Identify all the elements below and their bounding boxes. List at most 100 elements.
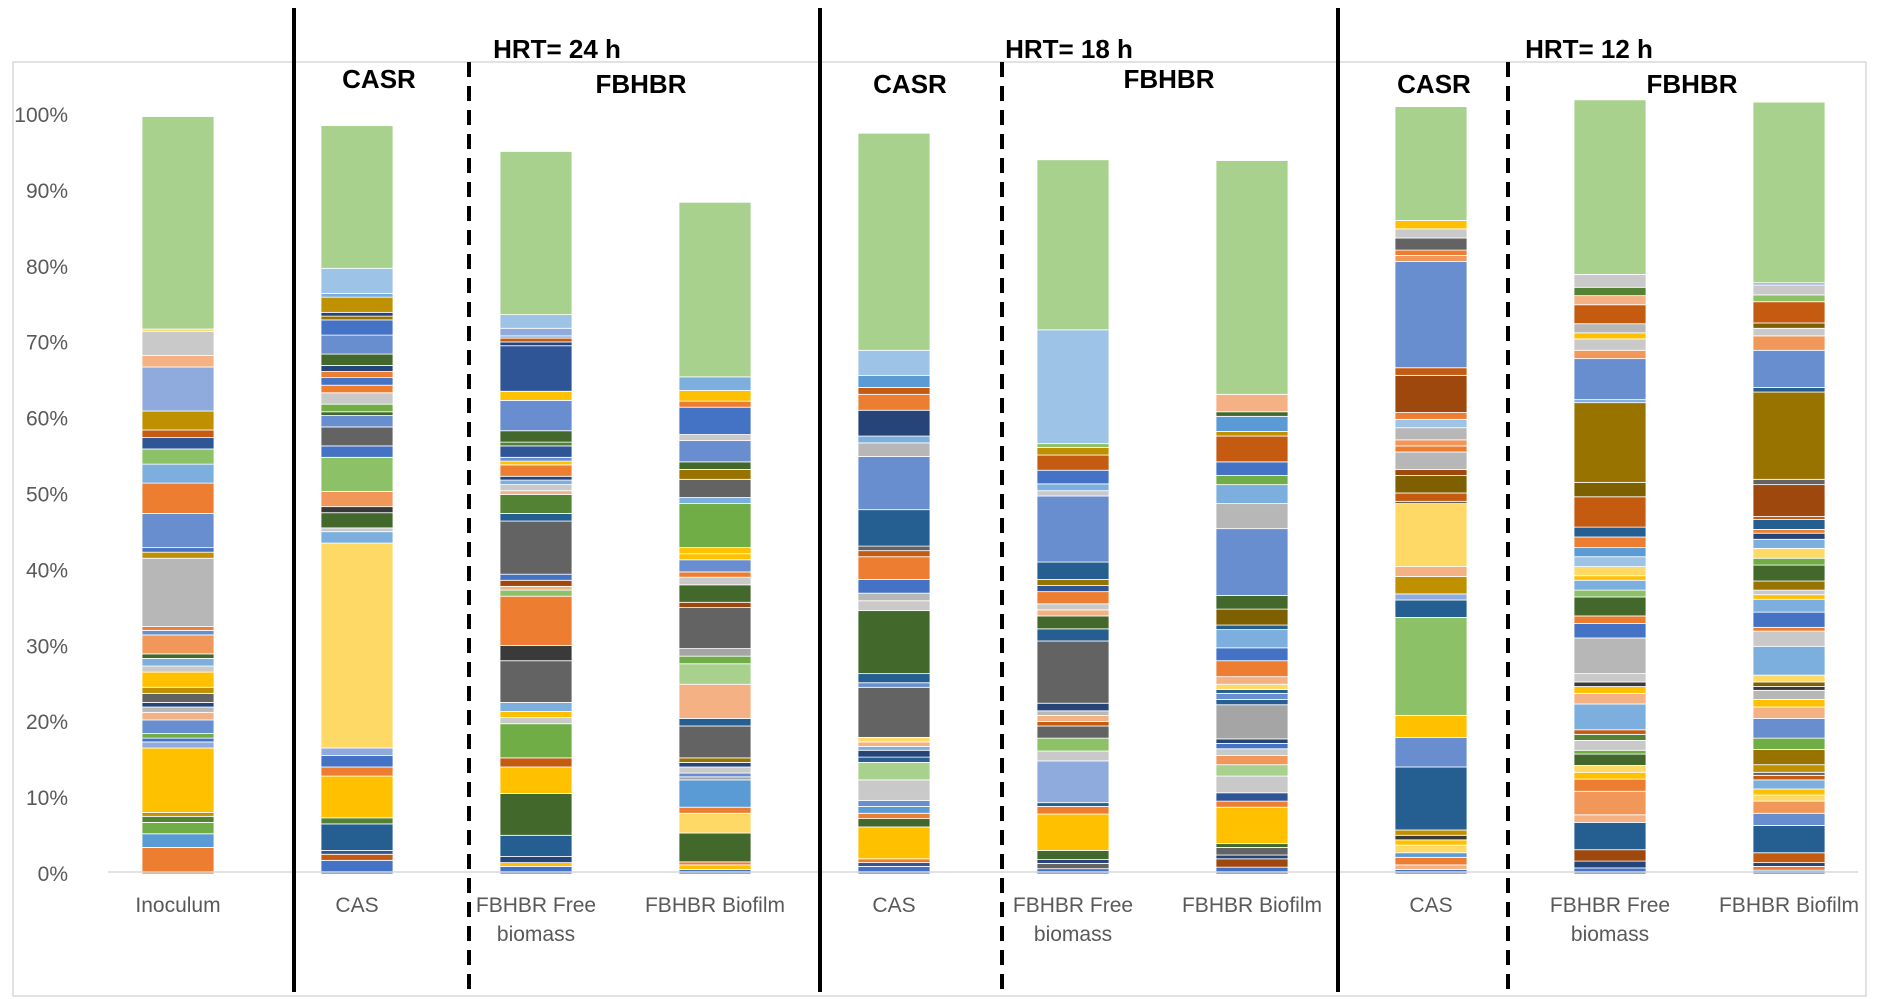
bar-segment [320,296,394,313]
bar-segment [1573,790,1647,816]
bar-segment [678,547,752,555]
bar-segment [320,766,394,777]
bar-segment [1394,220,1468,230]
bar-segment [1752,794,1826,802]
bar-segment [678,832,752,863]
category-label: FBHBR Biofilm [1719,894,1859,917]
bar-segment [499,441,573,447]
hrt-24-label: HRT= 24 h [493,34,621,64]
bar-segment [1752,538,1826,549]
bar-segment [320,527,394,533]
bar-segment [499,862,573,867]
bar-segment [1752,779,1826,790]
bar-segment [1036,609,1110,617]
bar-segment [1394,475,1468,494]
bar-segment [1752,327,1826,337]
bar-segment [1215,866,1289,875]
bar-segment [141,733,215,739]
bar-segment [1573,867,1647,875]
bar-segment [1573,349,1647,360]
bar-segment [678,478,752,498]
bar-segment [141,665,215,673]
bar-segment [857,806,931,814]
bar-segment [1573,673,1647,683]
bar-segment [857,826,931,860]
bar-segment [1036,159,1110,331]
bar-segment [678,766,752,774]
bar-segment [1215,738,1289,744]
bar-segment [857,799,931,807]
bar-segment [1036,443,1110,448]
bar-stack [1573,99,1647,875]
bar-segment [678,648,752,657]
bar-segment [320,817,394,825]
bar-segment [678,757,752,763]
bar-segment [857,779,931,801]
bar-segment [1752,101,1826,284]
bar-segment [1752,706,1826,719]
bar-stack [1215,160,1289,875]
bar-segment [857,556,931,580]
bar-segment [1215,503,1289,530]
bar-segment [1573,821,1647,851]
bar-segment [1573,566,1647,577]
bar-segment [320,456,394,492]
bar-segment [1573,547,1647,558]
bar-segment [499,390,573,401]
bar-segment [1215,431,1289,437]
bar-segment [1752,862,1826,867]
bar-segment [1752,737,1826,750]
bar-segment [1215,461,1289,476]
bar-segment [1215,629,1289,649]
bar-segment [1573,849,1647,862]
bar-segment [857,387,931,395]
bar-segment [1573,323,1647,334]
bar-segment [1036,469,1110,485]
bar-segment [678,390,752,402]
bar-segment [1394,829,1468,836]
bar-segment [499,589,573,597]
bar-segment [857,756,931,763]
y-tick-label: 100% [14,104,68,127]
bar-segment [678,864,752,870]
bar-segment [1036,859,1110,864]
bar-segment [1573,536,1647,549]
bar-segment [141,711,215,721]
bar-segment [320,371,394,379]
bar-segment [499,702,573,712]
bar-segment [1394,261,1468,369]
bar-segment [499,327,573,337]
bar-segment [1752,335,1826,351]
category-label: FBHBR Biofilm [1182,894,1322,917]
bar-segment [1573,860,1647,869]
bar-segment [678,469,752,480]
bar-segment [499,711,573,719]
bar-segment [1573,338,1647,351]
bar-segment [1394,736,1468,768]
bar-segment [1752,391,1826,480]
bar-segment [1394,418,1468,429]
bar-segment [141,812,215,817]
bar-segment [320,506,394,514]
bar-segment [499,475,573,481]
bar-segment [320,426,394,447]
bar-segment [320,365,394,372]
bar-segment [320,775,394,819]
bar-segment [320,850,394,855]
bar-segment [1394,844,1468,854]
bar-segment [1573,99,1647,275]
bar-segment [1036,862,1110,870]
bar-segment [320,392,394,405]
bar-stack [678,201,752,875]
bar-segment [1573,579,1647,591]
bar-segment [1215,743,1289,750]
bar-segment [857,545,931,552]
bar-segment [141,653,215,659]
bar-segment [320,542,394,749]
bar-segment [1215,858,1289,868]
bar-segment [857,686,931,738]
bar-segment [320,319,394,336]
bar-segment [1394,106,1468,221]
bar-segment [1394,255,1468,262]
bar-segment [1752,674,1826,683]
